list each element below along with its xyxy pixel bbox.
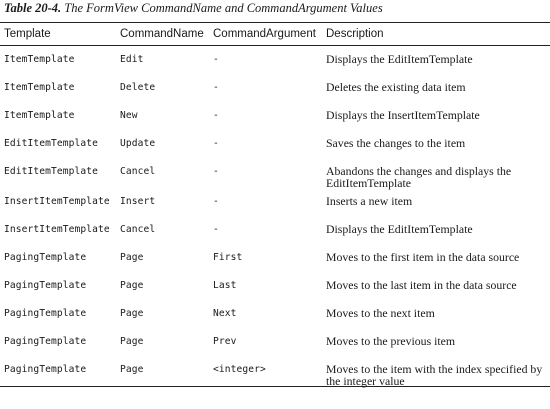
cell-command-argument: -: [213, 196, 219, 207]
table-row: InsertItemTemplate Cancel - Displays the…: [0, 216, 550, 244]
header-command-argument: CommandArgument: [213, 28, 316, 40]
header-description: Description: [326, 28, 384, 40]
cell-command-argument: Next: [213, 308, 237, 319]
table-row: ItemTemplate New - Displays the InsertIt…: [0, 102, 550, 130]
cell-command-name: Delete: [120, 82, 156, 93]
table-row: PagingTemplate Page First Moves to the f…: [0, 244, 550, 272]
cell-command-argument: -: [213, 224, 219, 235]
cell-description: Moves to the previous item: [326, 334, 456, 348]
cell-template: ItemTemplate: [4, 110, 75, 121]
table-row: ItemTemplate Edit - Displays the EditIte…: [0, 46, 550, 74]
cell-template: InsertItemTemplate: [4, 224, 110, 235]
cell-command-name: Insert: [120, 196, 156, 207]
table-row: ItemTemplate Delete - Deletes the existi…: [0, 74, 550, 102]
cell-description: Saves the changes to the item: [326, 136, 466, 150]
cell-description: Displays the EditItemTemplate: [326, 222, 473, 236]
header-command-name: CommandName: [120, 28, 204, 40]
cell-command-name: Page: [120, 364, 144, 375]
cell-command-argument: -: [213, 138, 219, 149]
cell-command-argument: -: [213, 82, 219, 93]
cell-command-name: Cancel: [120, 224, 156, 235]
cell-command-name: Page: [120, 336, 144, 347]
cell-description: Displays the EditItemTemplate: [326, 52, 473, 66]
cell-template: PagingTemplate: [4, 308, 87, 319]
cell-command-argument: Prev: [213, 336, 237, 347]
cell-command-name: Edit: [120, 54, 144, 65]
cell-command-argument: -: [213, 54, 219, 65]
table-row: EditItemTemplate Cancel - Abandons the c…: [0, 158, 550, 190]
header-template: Template: [4, 28, 51, 40]
table-row: PagingTemplate Page Next Moves to the ne…: [0, 300, 550, 328]
table-row: InsertItemTemplate Insert - Inserts a ne…: [0, 188, 550, 216]
table-caption: Table 20-4. The FormView CommandName and…: [4, 0, 383, 16]
cell-description: Moves to the item with the index specifi…: [326, 362, 543, 388]
table-caption-title: The FormView CommandName and CommandArgu…: [64, 1, 383, 15]
cell-command-name: Update: [120, 138, 156, 149]
table-row: PagingTemplate Page Prev Moves to the pr…: [0, 328, 550, 356]
cell-template: InsertItemTemplate: [4, 196, 110, 207]
cell-command-argument: -: [213, 110, 219, 121]
cell-template: PagingTemplate: [4, 252, 87, 263]
cell-description: Displays the InsertItemTemplate: [326, 108, 480, 122]
cell-command-name: Page: [120, 308, 144, 319]
cell-template: PagingTemplate: [4, 280, 87, 291]
command-values-table: Template CommandName CommandArgument Des…: [0, 22, 550, 387]
cell-command-argument: <integer>: [213, 364, 266, 375]
cell-template: ItemTemplate: [4, 82, 75, 93]
cell-description: Moves to the last item in the data sourc…: [326, 278, 517, 292]
table-row: EditItemTemplate Update - Saves the chan…: [0, 130, 550, 158]
cell-command-argument: Last: [213, 280, 237, 291]
cell-template: PagingTemplate: [4, 364, 87, 375]
table-row: PagingTemplate Page Last Moves to the la…: [0, 272, 550, 300]
cell-template: PagingTemplate: [4, 336, 87, 347]
cell-description: Moves to the next item: [326, 306, 435, 320]
cell-command-name: Cancel: [120, 166, 156, 177]
cell-command-name: Page: [120, 280, 144, 291]
table-caption-label: Table 20-4.: [4, 1, 62, 15]
table-row: PagingTemplate Page <integer> Moves to t…: [0, 356, 550, 388]
cell-command-argument: First: [213, 252, 243, 263]
table-header-row: Template CommandName CommandArgument Des…: [0, 23, 550, 46]
cell-description: Inserts a new item: [326, 194, 413, 208]
cell-command-name: New: [120, 110, 138, 121]
cell-description: Abandons the changes and displays the Ed…: [326, 164, 512, 190]
cell-description: Deletes the existing data item: [326, 80, 466, 94]
cell-template: ItemTemplate: [4, 54, 75, 65]
cell-template: EditItemTemplate: [4, 166, 99, 177]
cell-template: EditItemTemplate: [4, 138, 99, 149]
cell-command-argument: -: [213, 166, 219, 177]
cell-description: Moves to the first item in the data sour…: [326, 250, 520, 264]
cell-command-name: Page: [120, 252, 144, 263]
